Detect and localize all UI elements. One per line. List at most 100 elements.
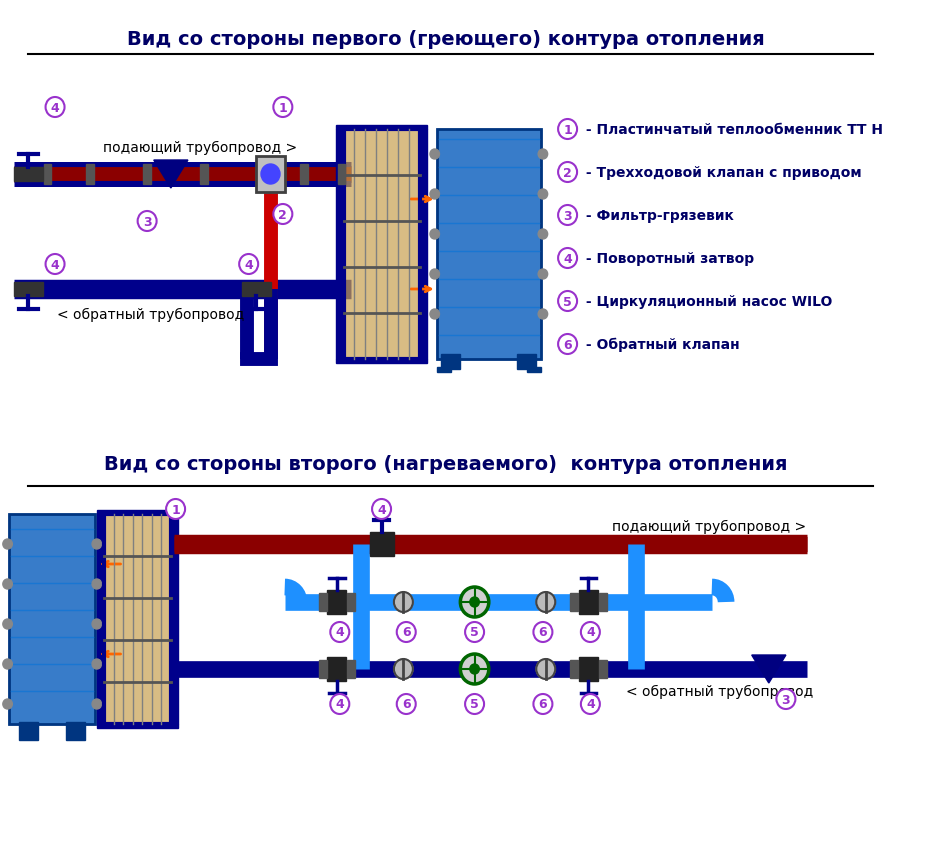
Circle shape xyxy=(558,291,577,312)
Circle shape xyxy=(533,622,553,642)
Circle shape xyxy=(536,592,556,613)
Circle shape xyxy=(465,694,484,714)
Bar xyxy=(257,157,285,193)
Text: 4: 4 xyxy=(336,625,344,639)
Bar xyxy=(442,354,461,370)
Bar xyxy=(599,593,606,611)
Bar xyxy=(143,164,151,185)
Text: 4: 4 xyxy=(586,625,595,639)
Text: 3: 3 xyxy=(563,210,572,222)
Bar xyxy=(348,660,355,678)
Text: 4: 4 xyxy=(563,252,572,265)
Circle shape xyxy=(470,665,479,674)
Circle shape xyxy=(558,206,577,226)
Bar xyxy=(14,168,42,181)
Bar xyxy=(43,164,52,185)
Bar xyxy=(571,593,578,611)
Bar xyxy=(436,130,541,360)
Circle shape xyxy=(3,619,12,630)
Circle shape xyxy=(581,694,600,714)
Text: - Циркуляционный насос WILO: - Циркуляционный насос WILO xyxy=(581,295,832,308)
Circle shape xyxy=(539,230,548,239)
Text: - Пластинчатый теплообменник ТТ Н: - Пластинчатый теплообменник ТТ Н xyxy=(581,123,883,137)
Bar xyxy=(171,515,179,724)
Bar xyxy=(370,532,394,556)
Circle shape xyxy=(533,694,553,714)
Text: 4: 4 xyxy=(51,258,59,271)
Circle shape xyxy=(558,249,577,268)
Text: 3: 3 xyxy=(143,216,151,228)
Text: 6: 6 xyxy=(539,625,547,639)
Bar xyxy=(257,157,285,193)
Bar xyxy=(336,126,427,130)
Bar xyxy=(419,130,427,360)
Circle shape xyxy=(92,619,102,630)
Text: 2: 2 xyxy=(563,166,572,179)
Bar xyxy=(67,722,86,740)
Circle shape xyxy=(137,212,157,232)
Bar xyxy=(97,515,104,724)
Bar xyxy=(319,660,326,678)
Text: подающий трубопровод >: подающий трубопровод > xyxy=(102,141,297,155)
Circle shape xyxy=(470,597,479,607)
Text: 5: 5 xyxy=(470,698,479,711)
Circle shape xyxy=(274,98,292,118)
Bar xyxy=(14,283,42,296)
Text: Вид со стороны второго (нагреваемого)  контура отопления: Вид со стороны второго (нагреваемого) ко… xyxy=(104,454,788,474)
Circle shape xyxy=(45,255,65,274)
Polygon shape xyxy=(752,655,786,683)
Text: 6: 6 xyxy=(402,698,411,711)
Circle shape xyxy=(558,163,577,183)
Circle shape xyxy=(92,539,102,550)
Circle shape xyxy=(239,255,258,274)
Circle shape xyxy=(776,689,795,709)
Text: 6: 6 xyxy=(563,338,572,351)
Bar xyxy=(97,510,179,515)
Bar xyxy=(9,515,95,724)
Bar xyxy=(579,657,598,682)
Text: 1: 1 xyxy=(278,101,288,114)
Circle shape xyxy=(330,622,350,642)
Bar xyxy=(200,164,208,185)
Circle shape xyxy=(430,309,440,320)
Circle shape xyxy=(461,654,489,684)
Circle shape xyxy=(461,587,489,618)
Text: - Поворотный затвор: - Поворотный затвор xyxy=(581,251,754,266)
Bar xyxy=(300,164,307,185)
Circle shape xyxy=(558,120,577,140)
Circle shape xyxy=(274,204,292,225)
Circle shape xyxy=(430,230,440,239)
Bar xyxy=(242,283,271,296)
Text: - Обратный клапан: - Обратный клапан xyxy=(581,337,740,352)
Circle shape xyxy=(536,659,556,679)
Circle shape xyxy=(539,309,548,320)
Circle shape xyxy=(465,622,484,642)
Bar xyxy=(571,660,578,678)
Bar xyxy=(436,130,541,360)
Text: 5: 5 xyxy=(563,295,572,308)
Circle shape xyxy=(372,499,391,520)
Circle shape xyxy=(166,499,185,520)
Circle shape xyxy=(92,579,102,590)
Text: подающий трубопровод >: подающий трубопровод > xyxy=(612,520,807,533)
Circle shape xyxy=(430,150,440,160)
Circle shape xyxy=(394,659,413,679)
Bar xyxy=(104,515,171,724)
Circle shape xyxy=(3,699,12,709)
Circle shape xyxy=(581,622,600,642)
Bar xyxy=(327,657,347,682)
Bar xyxy=(336,130,344,360)
Text: Вид со стороны первого (греющего) контура отопления: Вид со стороны первого (греющего) контур… xyxy=(127,30,765,49)
Circle shape xyxy=(397,622,415,642)
Polygon shape xyxy=(154,161,188,189)
Bar xyxy=(526,367,541,372)
Text: 6: 6 xyxy=(539,698,547,711)
Bar xyxy=(327,590,347,614)
Text: 4: 4 xyxy=(377,503,386,516)
Circle shape xyxy=(394,592,413,613)
Circle shape xyxy=(3,659,12,669)
Bar xyxy=(337,164,346,185)
Circle shape xyxy=(430,270,440,279)
Text: - Фильтр-грязевик: - Фильтр-грязевик xyxy=(581,209,734,222)
Text: < обратный трубопровод: < обратный трубопровод xyxy=(57,308,244,322)
